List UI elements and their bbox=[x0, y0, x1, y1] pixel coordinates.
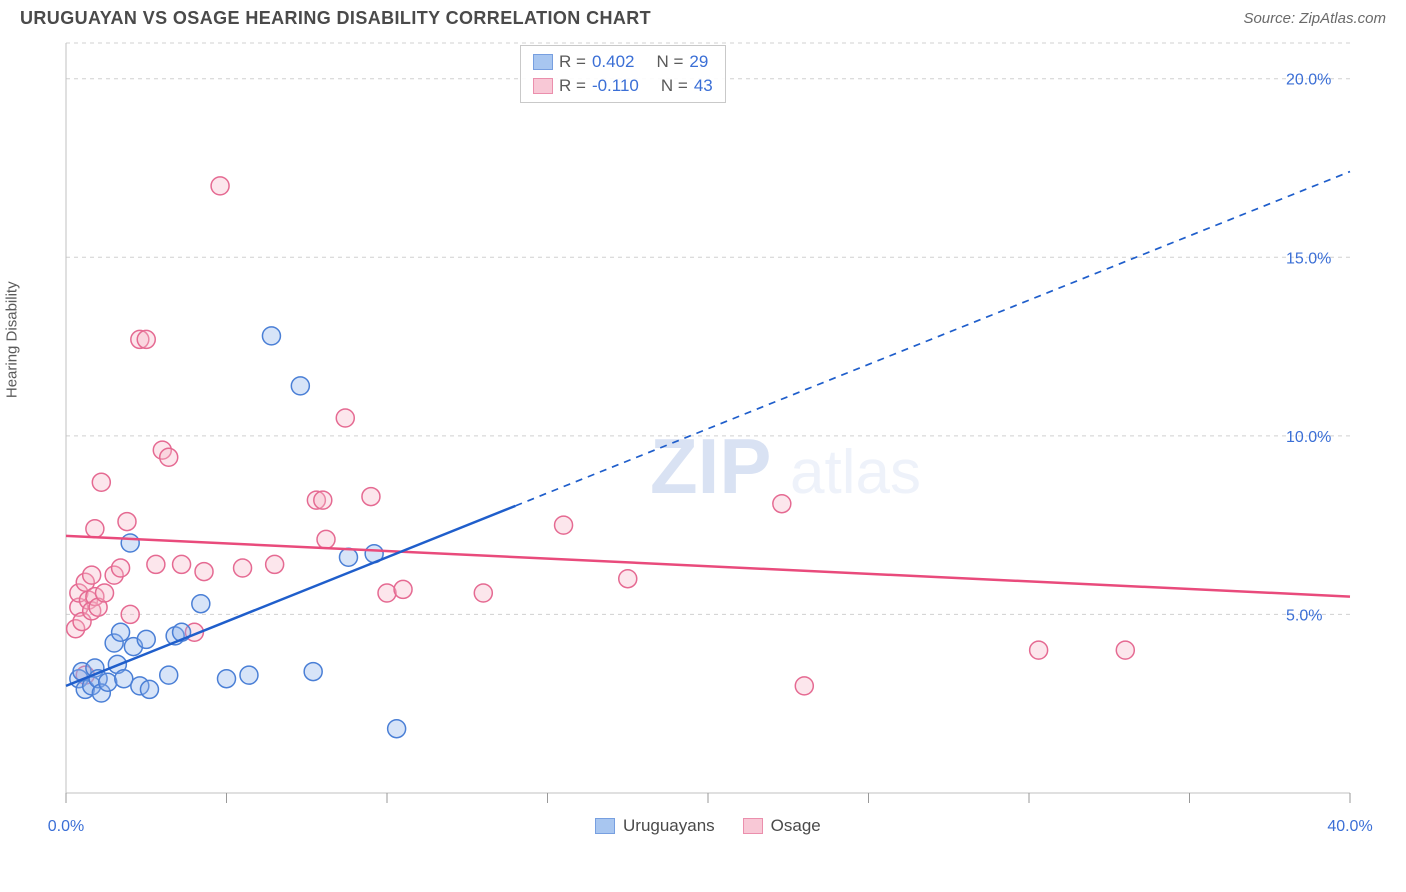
svg-text:15.0%: 15.0% bbox=[1286, 250, 1331, 267]
legend-row-osage: R = -0.110 N = 43 bbox=[533, 74, 713, 98]
svg-text:10.0%: 10.0% bbox=[1286, 429, 1331, 446]
scatter-chart: ZIP atlas 0.0% 40.0% 5.0% 10.0% 15.0% 20.0% bbox=[20, 33, 1386, 863]
svg-text:5.0%: 5.0% bbox=[1286, 607, 1322, 624]
svg-text:20.0%: 20.0% bbox=[1286, 72, 1331, 89]
legend-label-uruguayans: Uruguayans bbox=[623, 816, 715, 836]
swatch-uruguayans bbox=[533, 54, 553, 70]
chart-title: URUGUAYAN VS OSAGE HEARING DISABILITY CO… bbox=[20, 8, 651, 29]
svg-text:0.0%: 0.0% bbox=[48, 818, 84, 835]
swatch-osage bbox=[533, 78, 553, 94]
svg-text:atlas: atlas bbox=[790, 438, 921, 507]
y-axis-label: Hearing Disability bbox=[4, 281, 21, 398]
svg-text:ZIP: ZIP bbox=[650, 422, 771, 510]
r-value-uruguayans: 0.402 bbox=[592, 52, 635, 72]
swatch-osage bbox=[743, 818, 763, 834]
n-value-osage: 43 bbox=[694, 76, 713, 96]
n-label: N = bbox=[656, 52, 683, 72]
svg-text:40.0%: 40.0% bbox=[1327, 818, 1372, 835]
legend-label-osage: Osage bbox=[771, 816, 821, 836]
legend-item-osage: Osage bbox=[743, 816, 821, 836]
n-value-uruguayans: 29 bbox=[689, 52, 708, 72]
r-value-osage: -0.110 bbox=[592, 76, 639, 96]
chart-container: Hearing Disability ZIPatlas0.0%40.0%5.0%… bbox=[20, 33, 1386, 863]
legend-item-uruguayans: Uruguayans bbox=[595, 816, 715, 836]
chart-source: Source: ZipAtlas.com bbox=[1243, 10, 1386, 27]
correlation-legend: R = 0.402 N = 29 R = -0.110 N = 43 bbox=[520, 45, 726, 103]
swatch-uruguayans bbox=[595, 818, 615, 834]
n-label: N = bbox=[661, 76, 688, 96]
series-legend: Uruguayans Osage bbox=[595, 816, 821, 836]
r-label: R = bbox=[559, 76, 586, 96]
r-label: R = bbox=[559, 52, 586, 72]
legend-row-uruguayans: R = 0.402 N = 29 bbox=[533, 50, 713, 74]
